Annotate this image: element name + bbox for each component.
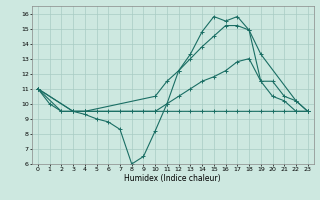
X-axis label: Humidex (Indice chaleur): Humidex (Indice chaleur) (124, 174, 221, 183)
